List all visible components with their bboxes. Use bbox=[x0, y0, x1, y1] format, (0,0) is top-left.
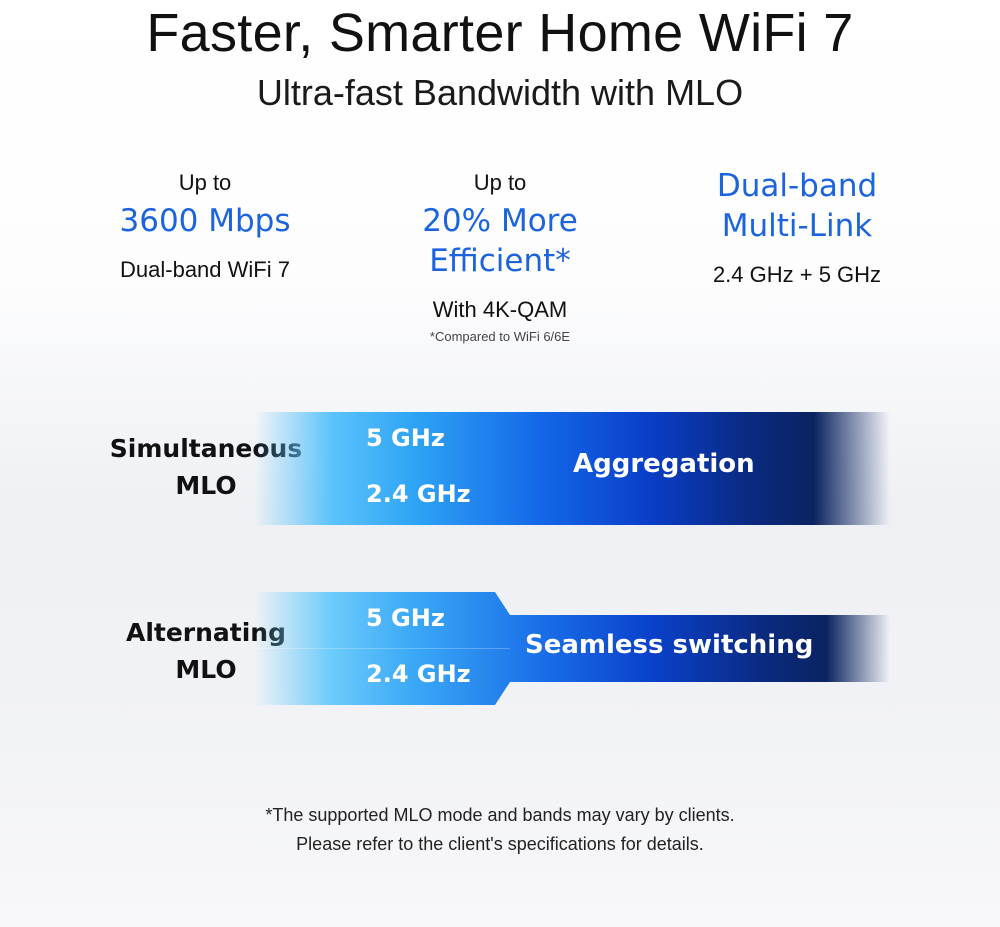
feature-prefix: Up to bbox=[473, 170, 527, 195]
band-5ghz-label: 5 GHz bbox=[366, 424, 445, 452]
feature-multilink: Dual-band Multi-Link 2.4 GHz + 5 GHz bbox=[647, 166, 947, 288]
feature-prefix: Up to bbox=[178, 170, 232, 195]
mode-label-line2: MLO bbox=[175, 471, 237, 500]
simultaneous-mlo-band bbox=[255, 412, 890, 525]
feature-detail: Dual-band WiFi 7 bbox=[120, 257, 290, 282]
band-24ghz-label: 2.4 GHz bbox=[366, 660, 471, 688]
feature-headline-line2: Multi-Link bbox=[721, 208, 873, 244]
page-title: Faster, Smarter Home WiFi 7 bbox=[146, 3, 854, 63]
feature-note: *Compared to WiFi 6/6E bbox=[429, 329, 571, 344]
feature-efficiency: Up to 20% More Efficient* With 4K-QAM *C… bbox=[350, 170, 650, 344]
feature-headline: 3600 Mbps bbox=[119, 203, 291, 239]
feature-speed: Up to 3600 Mbps Dual-band WiFi 7 bbox=[55, 170, 355, 283]
feature-detail: With 4K-QAM bbox=[432, 297, 568, 322]
feature-headline: 20% More Efficient* bbox=[422, 203, 578, 279]
page-subtitle: Ultra-fast Bandwidth with MLO bbox=[256, 72, 744, 113]
mode-result-seamless-switching: Seamless switching bbox=[525, 630, 814, 660]
feature-headline-line1: Dual-band bbox=[716, 168, 878, 204]
feature-detail: 2.4 GHz + 5 GHz bbox=[712, 262, 882, 287]
band-5ghz-label: 5 GHz bbox=[366, 604, 445, 632]
band-24ghz-label: 2.4 GHz bbox=[366, 480, 471, 508]
mode-label-line2: MLO bbox=[175, 655, 237, 684]
band-divider bbox=[255, 648, 510, 649]
footnote-line1: *The supported MLO mode and bands may va… bbox=[265, 805, 735, 825]
mode-result-aggregation: Aggregation bbox=[573, 449, 755, 479]
footnote-line2: Please refer to the client's specificati… bbox=[296, 834, 704, 854]
